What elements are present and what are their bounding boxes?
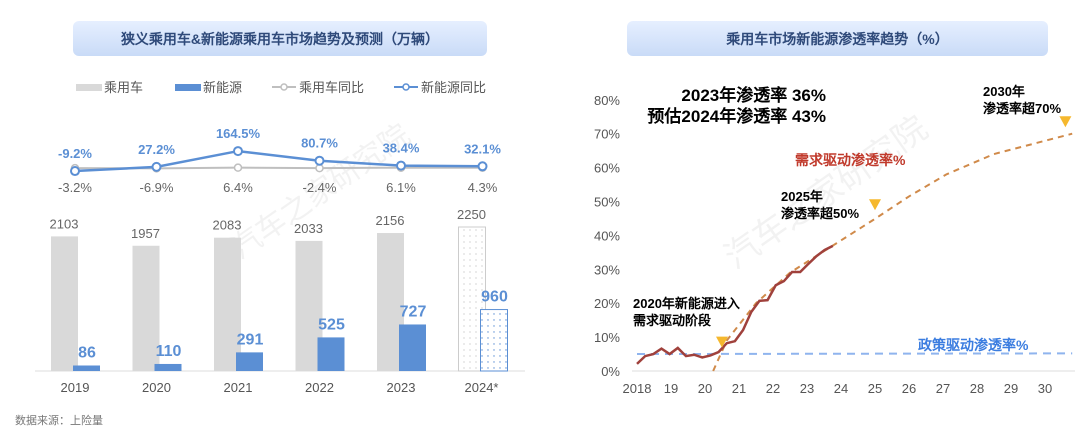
line-new-energy-yoy bbox=[74, 149, 483, 173]
y-tick-label: 80% bbox=[594, 93, 620, 108]
x-tick-label: 2018 bbox=[623, 381, 652, 396]
bar-label-passenger-car: 2033 bbox=[294, 221, 323, 236]
bar-new-energy bbox=[317, 337, 345, 371]
x-tick-label: 2023 bbox=[387, 380, 416, 395]
x-tick-label: 25 bbox=[868, 381, 882, 396]
x-tick-label: 20 bbox=[698, 381, 712, 396]
bar-label-new-energy: 110 bbox=[156, 343, 182, 360]
y-tick-label: 70% bbox=[594, 127, 620, 142]
point-new-energy-yoy bbox=[396, 160, 406, 171]
legend-label: 乘用车同比 bbox=[299, 80, 364, 95]
annotation-text: 2020年新能源进入 bbox=[633, 296, 740, 311]
annotation-text: 需求驱动阶段 bbox=[633, 313, 711, 328]
x-tick-label: 26 bbox=[902, 381, 916, 396]
bar-new-energy bbox=[399, 324, 426, 371]
watermark-right: 汽车之家研究院 bbox=[717, 108, 935, 277]
annotation-text: 政策驱动渗透率% bbox=[918, 337, 1029, 353]
label-new-energy-yoy: 27.2% bbox=[138, 142, 175, 157]
bar-label-new-energy: 525 bbox=[318, 316, 345, 333]
bar-label-new-energy: 86 bbox=[78, 344, 96, 361]
bar-label-new-energy: 727 bbox=[400, 303, 427, 320]
point-new-energy-yoy bbox=[151, 161, 162, 172]
point-new-energy-yoy bbox=[70, 166, 80, 177]
x-tick-label: 2020 bbox=[142, 380, 171, 395]
x-tick-label: 2022 bbox=[305, 380, 334, 395]
bar-label-new-energy: 291 bbox=[237, 331, 264, 348]
annotation-text: 预估2024年渗透率 43% bbox=[647, 106, 826, 126]
bar-label-passenger-car: 2083 bbox=[213, 218, 242, 233]
legend-label: 新能源 bbox=[203, 80, 242, 95]
label-new-energy-yoy: -9.2% bbox=[58, 146, 92, 161]
label-new-energy-yoy: 38.4% bbox=[383, 141, 420, 156]
label-passenger-car-yoy: -3.2% bbox=[58, 180, 92, 195]
bar-new-energy bbox=[73, 365, 100, 371]
bar-new-energy bbox=[154, 363, 182, 371]
label-passenger-car-yoy: 4.3% bbox=[468, 180, 498, 195]
triangle-marker-icon bbox=[716, 336, 728, 348]
bar-label-new-energy: 960 bbox=[481, 289, 508, 306]
annotation-text: 渗透率超70% bbox=[983, 101, 1061, 116]
x-tick-label: 23 bbox=[800, 381, 814, 396]
annotation-text: 2025年 bbox=[781, 189, 823, 204]
y-tick-label: 50% bbox=[594, 195, 620, 210]
label-new-energy-yoy: 80.7% bbox=[301, 136, 338, 151]
y-tick-label: 10% bbox=[594, 330, 620, 345]
bar-label-passenger-car: 2250 bbox=[457, 207, 486, 222]
y-tick-label: 40% bbox=[594, 228, 620, 243]
annotation-text: 需求驱动渗透率% bbox=[795, 152, 906, 168]
x-tick-label-forecast: 2024* bbox=[465, 380, 499, 395]
legend-label: 新能源同比 bbox=[421, 80, 486, 95]
point-new-energy-yoy bbox=[477, 161, 488, 172]
right-chart-title: 乘用车市场新能源渗透率趋势（%） bbox=[627, 21, 1048, 56]
triangle-marker-icon bbox=[869, 199, 881, 211]
bar-label-passenger-car: 2103 bbox=[50, 216, 79, 231]
bar-passenger-car bbox=[132, 245, 160, 371]
left-chart-title: 狭义乘用车&新能源乘用车市场趋势及预测（万辆） bbox=[73, 21, 487, 56]
legend-label: 乘用车 bbox=[104, 80, 143, 95]
annotation-text: 2030年 bbox=[983, 84, 1025, 99]
x-tick-label: 29 bbox=[1004, 381, 1018, 396]
label-new-energy-yoy: 32.1% bbox=[464, 141, 501, 156]
y-tick-label: 60% bbox=[594, 161, 620, 176]
label-passenger-car-yoy: 6.4% bbox=[223, 180, 253, 195]
x-tick-label: 19 bbox=[664, 381, 678, 396]
label-passenger-car-yoy: 6.1% bbox=[386, 180, 416, 195]
legend-marker-2 bbox=[280, 83, 288, 91]
label-passenger-car-yoy: -6.9% bbox=[140, 180, 174, 195]
bar-new-energy bbox=[236, 352, 263, 371]
x-tick-label: 2021 bbox=[224, 380, 253, 395]
legend-marker-3 bbox=[402, 83, 410, 91]
point-new-energy-yoy bbox=[233, 146, 243, 157]
bar-label-passenger-car: 1957 bbox=[131, 226, 160, 241]
label-passenger-car-yoy: -2.4% bbox=[303, 180, 337, 195]
bar-new-energy bbox=[480, 309, 508, 372]
line-policy-driven bbox=[636, 352, 1073, 356]
x-tick-label: 27 bbox=[936, 381, 950, 396]
data-source-note: 数据来源：上险量 bbox=[15, 415, 103, 427]
label-new-energy-yoy: 164.5% bbox=[216, 126, 261, 141]
bar-passenger-car bbox=[214, 237, 241, 371]
x-tick-label: 30 bbox=[1038, 381, 1052, 396]
bar-passenger-car bbox=[51, 236, 78, 371]
x-tick-label: 24 bbox=[834, 381, 848, 396]
point-new-energy-yoy bbox=[314, 155, 325, 166]
x-tick-label: 22 bbox=[766, 381, 780, 396]
y-tick-label: 0% bbox=[601, 364, 620, 379]
annotation-text: 2023年渗透率 36% bbox=[681, 85, 826, 105]
triangle-marker-icon bbox=[1059, 116, 1072, 128]
x-tick-label: 21 bbox=[732, 381, 746, 396]
annotation-text: 渗透率超50% bbox=[781, 206, 859, 221]
x-tick-label: 2019 bbox=[61, 380, 90, 395]
y-tick-label: 20% bbox=[594, 296, 620, 311]
bar-label-passenger-car: 2156 bbox=[376, 213, 405, 228]
point-passenger-car-yoy bbox=[233, 163, 243, 172]
legend-swatch-1 bbox=[175, 84, 201, 91]
x-tick-label: 28 bbox=[970, 381, 984, 396]
line-demand-driven bbox=[712, 132, 1073, 372]
legend-swatch-0 bbox=[76, 84, 102, 91]
line-actual-penetration bbox=[636, 244, 834, 365]
y-tick-label: 30% bbox=[594, 262, 620, 277]
